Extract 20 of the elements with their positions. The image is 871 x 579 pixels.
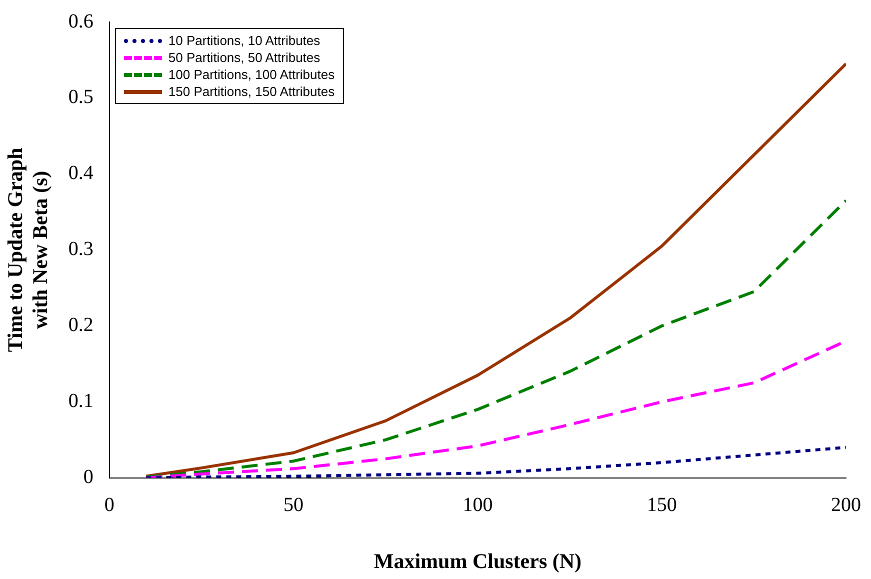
legend-label: 150 Partitions, 150 Attributes [168,84,335,99]
y-tick-label: 0.3 [68,238,94,260]
y-tick-label: 0.5 [68,86,94,108]
x-tick-label: 200 [831,494,861,516]
y-tick-label: 0.2 [68,314,94,336]
x-axis-title: Maximum Clusters (N) [374,548,582,573]
x-tick-label: 100 [462,494,493,516]
legend-label: 100 Partitions, 100 Attributes [168,67,335,82]
x-tick-label: 0 [104,494,114,516]
x-tick-label: 150 [646,494,677,516]
legend-label: 50 Partitions, 50 Attributes [168,50,320,65]
y-axis-title: Time to Update Graph with New Beta (s) [3,147,52,352]
y-tick-label: 0.6 [68,10,94,32]
line-series [144,199,846,478]
y-tick-label: 0.1 [68,390,94,412]
line-series [144,446,846,478]
y-tick-label: 0.4 [68,162,94,184]
y-tick-label: 0 [83,466,94,488]
x-tick-label: 50 [284,494,304,516]
legend-label: 10 Partitions, 10 Attributes [168,33,320,48]
